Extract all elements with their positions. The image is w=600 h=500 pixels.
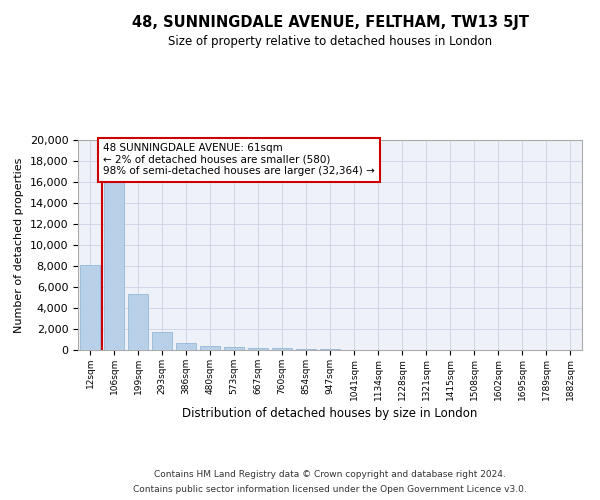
Bar (152, 332, 172, 350)
Bar (272, 348, 292, 350)
Bar (248, 348, 268, 350)
Bar (296, 349, 316, 350)
Text: Size of property relative to detached houses in London: Size of property relative to detached ho… (168, 35, 492, 48)
Bar (104, 176, 124, 350)
Bar (128, 294, 148, 350)
Text: 48, SUNNINGDALE AVENUE, FELTHAM, TW13 5JT: 48, SUNNINGDALE AVENUE, FELTHAM, TW13 5J… (131, 15, 529, 30)
Bar (224, 347, 244, 350)
Text: Contains public sector information licensed under the Open Government Licence v3: Contains public sector information licen… (133, 485, 527, 494)
Text: Contains HM Land Registry data © Crown copyright and database right 2024.: Contains HM Land Registry data © Crown c… (154, 470, 506, 479)
Bar (200, 346, 220, 350)
Text: Distribution of detached houses by size in London: Distribution of detached houses by size … (182, 408, 478, 420)
Y-axis label: Number of detached properties: Number of detached properties (14, 158, 24, 332)
Text: 48 SUNNINGDALE AVENUE: 61sqm
← 2% of detached houses are smaller (580)
98% of se: 48 SUNNINGDALE AVENUE: 61sqm ← 2% of det… (103, 143, 375, 176)
Bar (176, 342, 196, 350)
Bar (80, 265, 100, 350)
